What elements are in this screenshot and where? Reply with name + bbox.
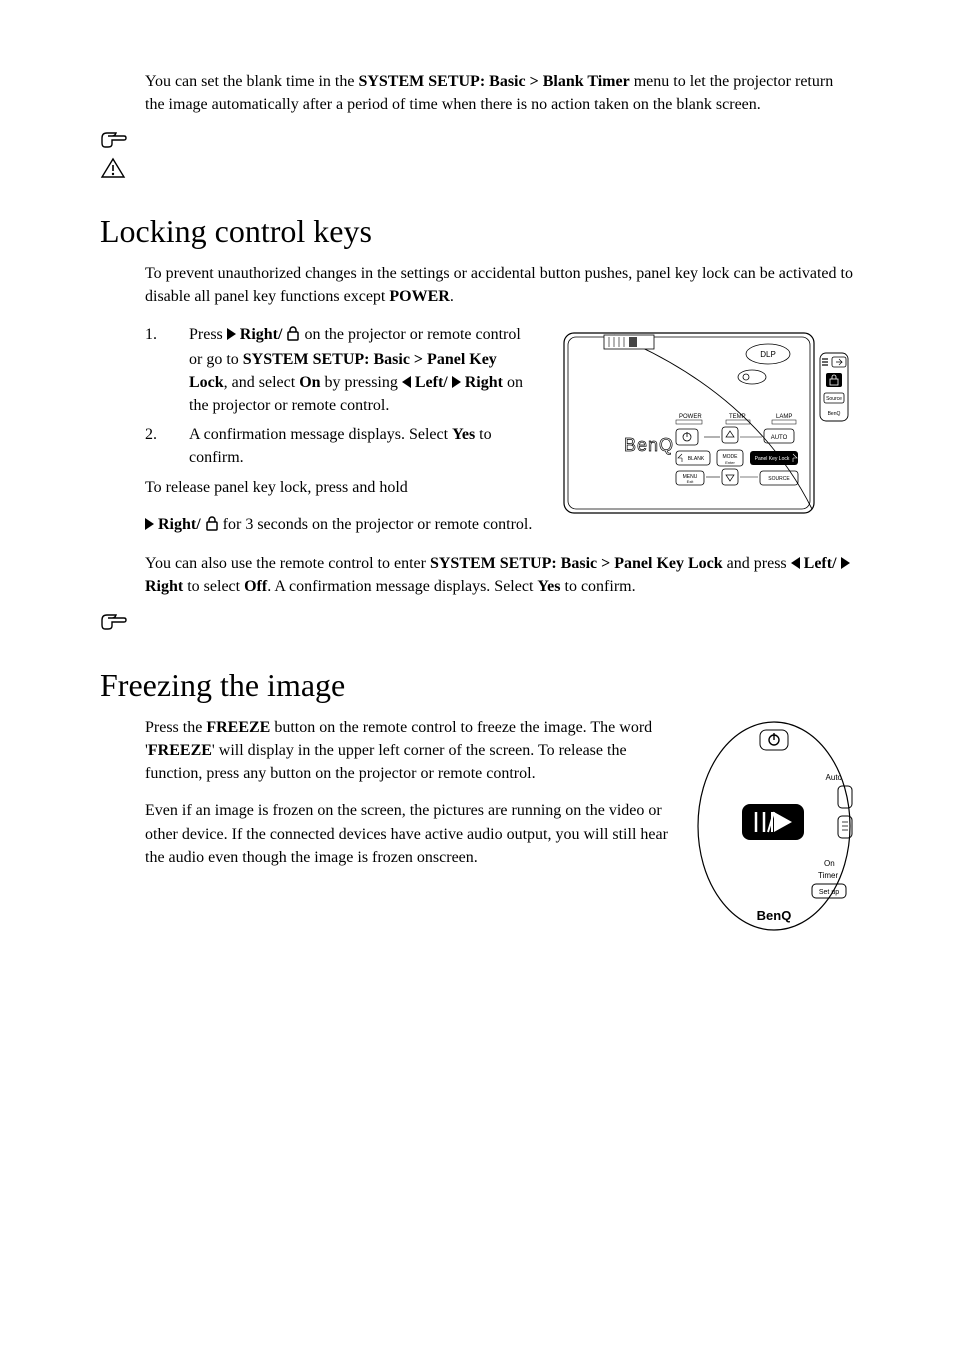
release-line-1: To release panel key lock, press and hol… — [145, 476, 538, 499]
freeze-label: FREEZE — [206, 719, 270, 736]
left-label: Left/ — [800, 555, 841, 572]
right-label: Right — [145, 578, 183, 595]
step-number: 1. — [145, 323, 189, 418]
svg-text:BenQ: BenQ — [828, 411, 841, 417]
menu-path: SYSTEM SETUP: Basic > Panel Key Lock — [430, 555, 723, 572]
freezing-heading: Freezing the image — [100, 667, 854, 704]
setup-label: Set up — [819, 889, 839, 896]
yes-label: Yes — [452, 426, 475, 443]
step-2: 2. A confirmation message displays. Sele… — [145, 423, 538, 469]
freezing-p1: Press the FREEZE button on the remote co… — [145, 716, 678, 786]
right-label: Right — [461, 374, 503, 391]
freezing-p2: Even if an image is frozen on the screen… — [145, 799, 678, 869]
brand-label: BenQ — [624, 435, 674, 455]
note-icons — [100, 130, 854, 185]
triangle-right-icon — [452, 376, 461, 388]
text: You can also use the remote control to e… — [145, 555, 430, 572]
triangle-right-icon — [227, 328, 236, 340]
blank-timer-paragraph: You can set the blank time in the SYSTEM… — [145, 70, 854, 116]
lock-icon — [205, 515, 219, 538]
off-label: Off — [244, 578, 267, 595]
panel-key-lock-btn-label: Panel Key Lock — [755, 456, 790, 462]
svg-text:Source: Source — [826, 396, 842, 402]
menu-path: SYSTEM SETUP: Basic > Blank Timer — [358, 73, 629, 90]
text: Press the — [145, 719, 206, 736]
text: by pressing — [321, 374, 402, 391]
triangle-right-icon — [145, 518, 154, 530]
source-btn-label: SOURCE — [768, 476, 790, 482]
triangle-left-icon — [402, 376, 411, 388]
step-1: 1. Press Right/ on the projector or remo… — [145, 323, 538, 418]
projector-diagram: DLP BenQ POWER TEMP LAMP — [554, 323, 854, 528]
right-label: Right/ — [154, 516, 205, 533]
locking-heading: Locking control keys — [100, 213, 854, 250]
temp-led-label: TEMP — [729, 414, 746, 420]
lock-icon — [286, 325, 300, 348]
freeze-label: FREEZE — [148, 742, 212, 759]
power-label: POWER — [389, 288, 449, 305]
text: . A confirmation message displays. Selec… — [267, 578, 537, 595]
text: ' will display in the upper left corner … — [145, 742, 627, 782]
triangle-right-icon — [841, 557, 850, 569]
text: to confirm. — [561, 578, 636, 595]
text: for 3 seconds on the projector or remote… — [219, 516, 533, 533]
text: A confirmation message displays. Select — [189, 426, 452, 443]
text: You can set the blank time in the — [145, 73, 358, 90]
triangle-left-icon — [791, 557, 800, 569]
right-label: Right/ — [236, 326, 287, 343]
hand-point-icon — [100, 612, 854, 638]
brand-label: BenQ — [757, 908, 792, 923]
power-led-label: POWER — [679, 414, 702, 420]
locking-intro: To prevent unauthorized changes in the s… — [145, 262, 854, 308]
locking-steps: 1. Press Right/ on the projector or remo… — [145, 323, 538, 470]
lamp-led-label: LAMP — [776, 414, 792, 420]
step-number: 2. — [145, 423, 189, 469]
auto-label: Auto — [826, 773, 843, 782]
text: and press — [723, 555, 791, 572]
text: Press — [189, 326, 227, 343]
blank-btn-label: BLANK — [688, 456, 705, 462]
auto-btn-label: AUTO — [771, 435, 788, 441]
text: . — [450, 288, 454, 305]
text: , and select — [224, 374, 300, 391]
hand-point-icon — [100, 130, 854, 156]
svg-text:Enter: Enter — [725, 460, 735, 465]
release-line-2: Right/ for 3 seconds on the projector or… — [145, 513, 538, 538]
yes-label: Yes — [537, 578, 560, 595]
note-icon — [100, 612, 854, 638]
text: to select — [183, 578, 244, 595]
locking-also-paragraph: You can also use the remote control to e… — [145, 552, 854, 598]
left-label: Left/ — [411, 374, 452, 391]
on-label: On — [824, 859, 835, 868]
text: To prevent unauthorized changes in the s… — [145, 265, 853, 305]
warning-triangle-icon — [100, 157, 854, 185]
svg-text:Exit: Exit — [687, 479, 695, 484]
remote-diagram: Auto On Tim — [694, 716, 854, 941]
dlp-label: DLP — [760, 350, 776, 359]
timer-label: Timer — [818, 871, 838, 880]
on-label: On — [299, 374, 320, 391]
